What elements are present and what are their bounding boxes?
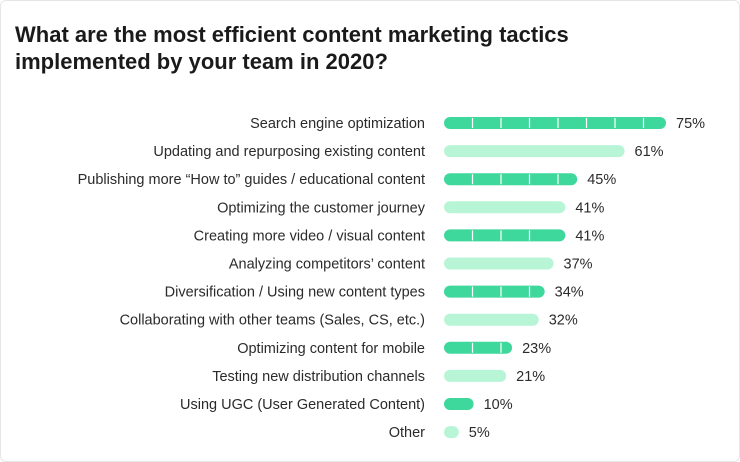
value-label: 21% [516, 369, 545, 385]
category-label: Updating and repurposing existing conten… [153, 144, 425, 160]
bar [444, 173, 578, 186]
bar [444, 201, 566, 214]
value-label: 34% [555, 285, 584, 301]
value-label: 5% [469, 425, 490, 441]
category-label: Analyzing competitors’ content [229, 257, 425, 273]
value-label: 61% [635, 144, 664, 160]
category-label: Collaborating with other teams (Sales, C… [120, 313, 425, 329]
value-label: 75% [676, 116, 705, 132]
bar [444, 145, 625, 158]
bar [444, 313, 539, 326]
bar [444, 369, 507, 382]
value-label: 10% [484, 397, 513, 413]
value-label: 45% [587, 172, 616, 188]
category-label: Search engine optimization [250, 116, 425, 132]
value-label: 37% [564, 257, 593, 273]
category-label: Optimizing the customer journey [217, 200, 426, 216]
bar [444, 398, 474, 410]
category-label: Creating more video / visual content [194, 228, 425, 244]
bar [444, 229, 566, 242]
bar [444, 285, 545, 298]
chart-title: What are the most efficient content mark… [15, 22, 569, 74]
value-label: 23% [522, 341, 551, 357]
category-label: Other [389, 425, 425, 441]
value-label: 41% [575, 200, 604, 216]
bar [444, 341, 513, 354]
bar [444, 117, 666, 129]
category-label: Diversification / Using new content type… [165, 285, 425, 301]
category-label: Testing new distribution channels [212, 369, 425, 385]
category-label: Optimizing content for mobile [237, 341, 425, 357]
bar [444, 426, 459, 439]
value-label: 41% [575, 228, 604, 244]
category-label: Using UGC (User Generated Content) [180, 397, 425, 413]
category-label: Publishing more “How to” guides / educat… [78, 172, 425, 188]
value-label: 32% [549, 313, 578, 329]
bar [444, 257, 554, 270]
